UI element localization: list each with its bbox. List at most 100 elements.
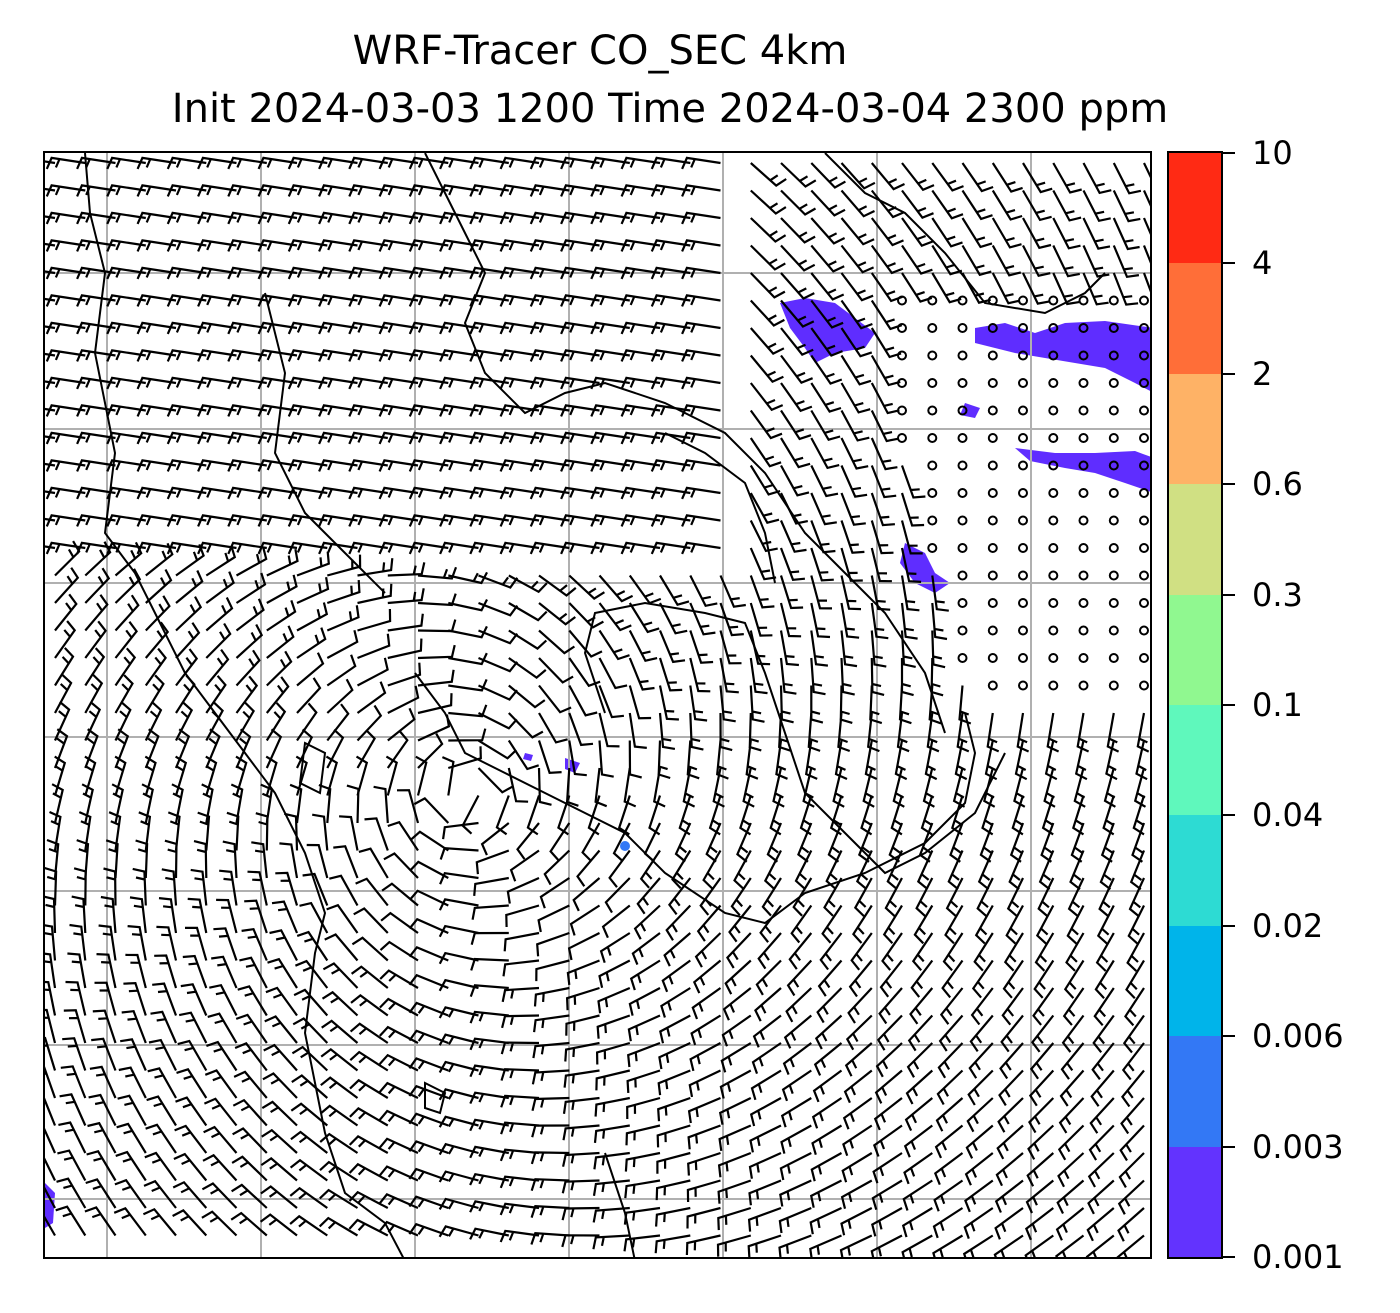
wind-barb — [810, 492, 837, 526]
wind-barb — [560, 459, 600, 472]
wind-barb — [45, 294, 86, 307]
calm-marker — [1108, 515, 1119, 526]
wind-barb — [598, 602, 632, 632]
wind-barb — [84, 594, 109, 632]
wind-barb — [348, 514, 388, 527]
wind-barb — [106, 239, 146, 252]
wind-barb — [1024, 1207, 1054, 1241]
wind-barb — [903, 1124, 933, 1158]
wind-barb — [106, 294, 146, 307]
calm-marker — [1108, 653, 1119, 663]
wind-barb — [438, 1142, 479, 1156]
wind-barb — [749, 575, 775, 609]
wind-barb — [730, 877, 752, 917]
calm-marker — [1018, 460, 1028, 471]
wind-barb — [810, 299, 844, 329]
calm-marker — [987, 625, 998, 636]
wind-barb — [478, 629, 519, 645]
calm-marker — [987, 680, 998, 691]
wind-barb — [88, 1093, 117, 1126]
wind-barb — [257, 321, 298, 335]
wind-barb — [961, 162, 994, 193]
wind-barb — [378, 1220, 419, 1237]
wind-barb — [76, 376, 116, 390]
wind-barb — [205, 545, 237, 577]
wind-barb — [500, 1121, 540, 1135]
wind-barb — [945, 877, 964, 918]
wind-barb — [852, 904, 873, 944]
wind-barb — [688, 1069, 721, 1098]
wind-barb — [694, 932, 722, 968]
wind-barb — [469, 321, 509, 335]
wind-barb — [840, 299, 873, 330]
wind-barb — [373, 785, 389, 824]
wind-barb — [754, 987, 782, 1022]
wind-barb — [379, 940, 419, 962]
wind-barb — [287, 514, 328, 527]
wind-barb — [560, 349, 600, 362]
wind-barb — [289, 1214, 328, 1237]
wind-barb — [120, 1038, 147, 1071]
wind-barb — [499, 294, 540, 307]
wind-barb — [469, 984, 509, 997]
wind-barb — [689, 657, 711, 693]
wind-barb — [918, 822, 934, 863]
wind-barb — [171, 783, 184, 824]
colorbar-tick — [1223, 1035, 1235, 1038]
wind-barb — [590, 321, 630, 335]
calm-marker — [1078, 350, 1089, 361]
wind-barb — [499, 349, 540, 362]
calm-marker — [1048, 433, 1059, 443]
wind-barb — [448, 652, 488, 666]
wind-barb — [506, 876, 540, 904]
wind-barb — [197, 431, 237, 445]
wind-barb — [1082, 189, 1111, 223]
wind-barb — [628, 712, 647, 749]
wind-barb — [747, 1206, 782, 1232]
wind-barb — [257, 184, 298, 197]
wind-barb — [590, 349, 630, 362]
wind-barb — [144, 1151, 177, 1182]
calm-marker — [1048, 515, 1059, 526]
wind-barb — [136, 404, 177, 417]
calm-marker — [957, 460, 968, 471]
wind-barb — [144, 755, 157, 796]
wind-barb — [387, 707, 416, 742]
wind-barb — [516, 822, 540, 860]
calm-marker — [1139, 625, 1149, 636]
wind-barb — [145, 542, 174, 577]
wind-barb — [576, 849, 601, 887]
map-panel[interactable] — [43, 151, 1152, 1259]
wind-barb — [296, 551, 330, 577]
wind-barb — [1087, 1179, 1115, 1215]
wind-barb — [348, 376, 388, 390]
colorbar-segment — [1169, 1035, 1221, 1147]
wind-barb — [144, 647, 167, 687]
wind-barb — [604, 877, 631, 914]
wind-barb — [749, 602, 773, 637]
wind-barb — [775, 740, 788, 780]
wind-barb — [900, 547, 922, 583]
wind-barb — [76, 514, 116, 527]
wind-barb — [984, 740, 998, 781]
wind-barb — [867, 712, 880, 753]
wind-barb — [840, 630, 858, 668]
wind-barb — [926, 712, 940, 753]
wind-barb — [840, 520, 865, 554]
calm-marker — [987, 323, 998, 333]
wind-barb — [263, 1043, 298, 1072]
wind-barb — [471, 904, 509, 920]
calm-marker — [1139, 515, 1149, 526]
wind-barb — [633, 904, 661, 940]
colorbar-tick-label: 0.003 — [1252, 1127, 1344, 1166]
wind-barb — [1142, 217, 1150, 235]
wind-barb — [538, 574, 577, 597]
wind-barb — [810, 1152, 843, 1182]
wind-barb — [136, 184, 177, 197]
wind-barb — [156, 925, 178, 961]
wind-barb — [841, 1152, 873, 1183]
wind-barb — [257, 514, 298, 527]
wind-barb — [942, 932, 964, 972]
border-1 — [264, 292, 386, 594]
wind-barb — [750, 1069, 782, 1101]
